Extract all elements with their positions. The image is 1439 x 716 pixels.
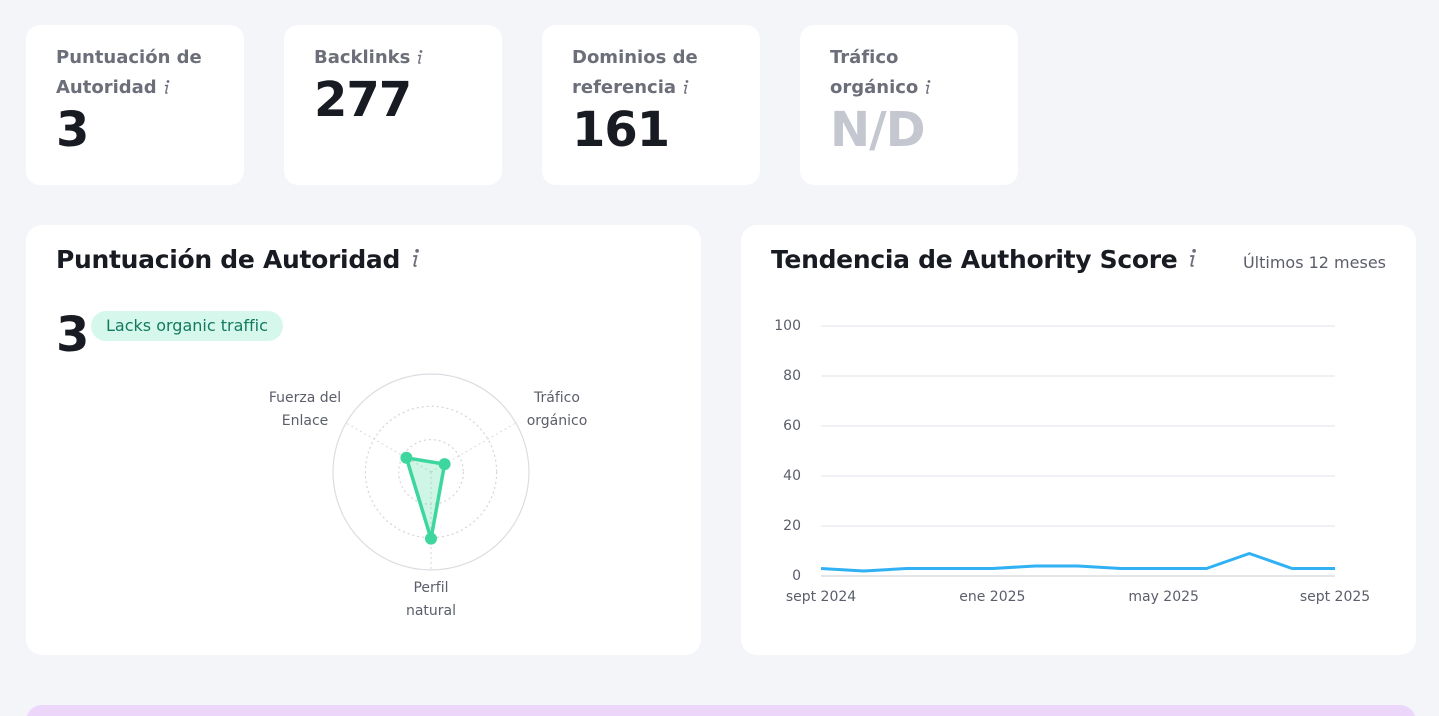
score: 3: [56, 307, 90, 363]
title-text: Puntuación de Autoridad: [56, 245, 401, 274]
metric-card: Dominios de referencia 161: [542, 25, 760, 185]
y-tick-label: 100: [774, 318, 801, 334]
y-tick-label: 20: [783, 518, 801, 534]
info-icon[interactable]: [161, 75, 171, 94]
radar-ring: [364, 405, 498, 539]
info-icon[interactable]: [680, 75, 690, 94]
label-text: Backlinks: [314, 47, 411, 68]
info-icon[interactable]: [922, 75, 932, 94]
badge: Lacks organic traffic: [91, 311, 283, 341]
info-icon[interactable]: [1185, 246, 1198, 268]
authority-panel: Puntuación de Autoridad 3 Lacks organic …: [26, 225, 701, 655]
y-tick-label: 60: [783, 418, 801, 434]
metric-value: 3: [56, 102, 89, 158]
trend-panel: Tendencia de Authority Score Últimos 12 …: [741, 225, 1416, 655]
metric-label: Dominios de referencia: [572, 43, 722, 103]
radar-ring: [398, 439, 464, 505]
metric-card: Puntuación de Autoridad 3: [26, 25, 244, 185]
label-text: Tráfico orgánico: [830, 47, 919, 98]
title-text: Tendencia de Authority Score: [771, 245, 1178, 274]
x-tick-label: may 2025: [1128, 589, 1199, 605]
info-icon[interactable]: [408, 246, 421, 268]
panel-title: Tendencia de Authority Score: [771, 245, 1198, 274]
metric-label: Puntuación de Autoridad: [56, 43, 206, 103]
radar-point: [438, 458, 451, 471]
radar-axis-label: Perfil natural: [405, 580, 457, 619]
x-tick-label: sept 2024: [786, 589, 856, 605]
metric-label: Backlinks: [314, 43, 464, 73]
metric-card: Tráfico orgánico N/D: [800, 25, 1018, 185]
label-text: Dominios de referencia: [572, 47, 698, 98]
radar-axis-label: Fuerza del Enlace: [268, 390, 342, 429]
y-tick-label: 0: [792, 568, 801, 584]
metric-label: Tráfico orgánico: [830, 43, 980, 103]
x-tick-label: sept 2025: [1300, 589, 1370, 605]
banner: [26, 705, 1416, 716]
label-text: Puntuación de Autoridad: [56, 47, 202, 98]
radar-area: [404, 456, 447, 541]
radar-point: [425, 532, 437, 545]
metric-value: N/D: [830, 102, 926, 158]
radar-point: [400, 451, 413, 464]
radar-spoke: [345, 422, 432, 473]
x-tick-label: ene 2025: [959, 589, 1025, 605]
y-tick-label: 40: [783, 468, 801, 484]
metric-value: 161: [572, 102, 670, 158]
info-icon[interactable]: [414, 45, 424, 64]
panel-title: Puntuación de Autoridad: [56, 245, 421, 274]
subtitle: Últimos 12 meses: [1242, 253, 1386, 272]
radar-ring: [332, 373, 530, 571]
metric-card: Backlinks 277: [284, 25, 502, 185]
metric-value: 277: [314, 72, 412, 128]
trend-line: [820, 552, 1335, 573]
y-tick-label: 80: [783, 368, 801, 384]
radar-axis-label: Tráfico orgánico: [526, 390, 588, 429]
